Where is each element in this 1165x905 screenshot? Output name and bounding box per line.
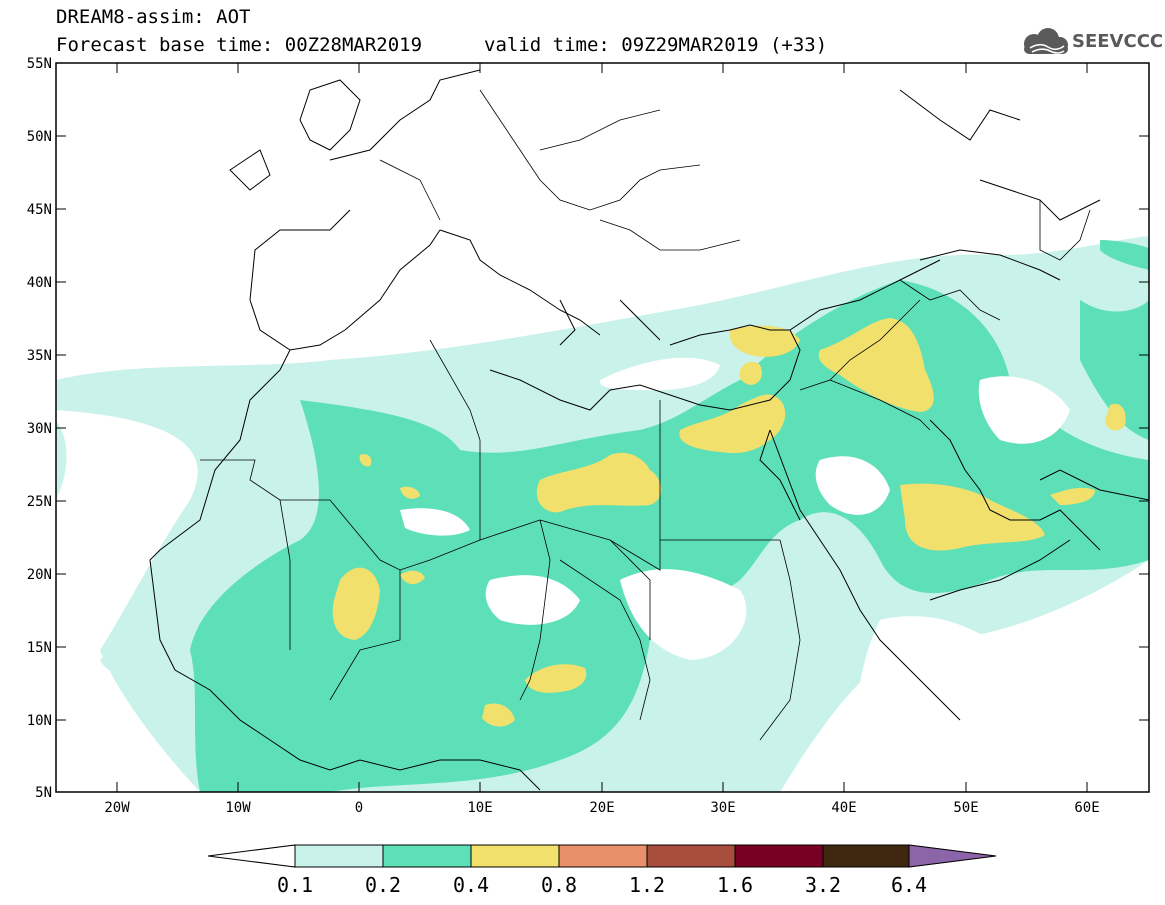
country-borders (200, 89, 1091, 741)
lat-label: 35N (27, 348, 52, 364)
seevccc-logo-icon (1024, 28, 1068, 54)
colorbar-under-triangle (207, 844, 296, 868)
longitude-labels: 20W 10W 0 10E 20E 30E 40E 50E 60E (104, 800, 1099, 816)
colorbar-label: 0.2 (365, 873, 401, 897)
colorbar-label: 1.6 (717, 873, 753, 897)
lon-label: 30E (710, 800, 735, 816)
colorbar-swatch (822, 844, 910, 868)
aot-band-0-4 (332, 318, 1126, 727)
lon-label: 20E (589, 800, 614, 816)
colorbar-label: 1.2 (629, 873, 665, 897)
map-title: DREAM8-assim: AOT (56, 6, 251, 28)
colorbar (207, 844, 997, 868)
lon-label: 0 (355, 800, 363, 816)
coastlines (149, 69, 1149, 791)
logo-text: SEEVCCC (1072, 31, 1164, 52)
lon-label: 40E (831, 800, 856, 816)
lat-label: 10N (27, 713, 52, 729)
axis-ticks (56, 62, 1149, 792)
colorbar-label: 0.4 (453, 873, 489, 897)
colorbar-swatch (734, 844, 824, 868)
lon-label: 50E (953, 800, 978, 816)
lat-label: 45N (27, 202, 52, 218)
lat-label: 5N (35, 785, 52, 801)
lat-label: 30N (27, 421, 52, 437)
colorbar-over-triangle (908, 844, 997, 868)
lon-label: 60E (1074, 800, 1099, 816)
lat-label: 15N (27, 640, 52, 656)
colorbar-label: 3.2 (805, 873, 841, 897)
lat-label: 20N (27, 567, 52, 583)
aot-clear-areas (400, 357, 1070, 760)
colorbar-label: 0.1 (277, 873, 313, 897)
colorbar-swatch (294, 844, 384, 868)
lat-label: 25N (27, 494, 52, 510)
colorbar-label: 6.4 (891, 873, 927, 897)
lat-label: 40N (27, 275, 52, 291)
latitude-labels: 55N 50N 45N 40N 35N 30N 25N 20N 15N 10N … (27, 56, 52, 801)
colorbar-swatch (470, 844, 560, 868)
forecast-base-time: Forecast base time: 00Z28MAR2019 (56, 34, 423, 56)
aot-contour-layer (56, 236, 1149, 792)
colorbar-swatch (382, 844, 472, 868)
colorbar-labels: 0.1 0.2 0.4 0.8 1.2 1.6 3.2 6.4 (277, 873, 927, 897)
colorbar-swatch (558, 844, 648, 868)
lon-label: 10W (225, 800, 251, 816)
lat-label: 50N (27, 129, 52, 145)
lat-label: 55N (27, 56, 52, 72)
valid-time: valid time: 09Z29MAR2019 (+33) (484, 34, 828, 56)
colorbar-label: 0.8 (541, 873, 577, 897)
colorbar-swatch (646, 844, 736, 868)
lon-label: 20W (104, 800, 130, 816)
lon-label: 10E (467, 800, 492, 816)
